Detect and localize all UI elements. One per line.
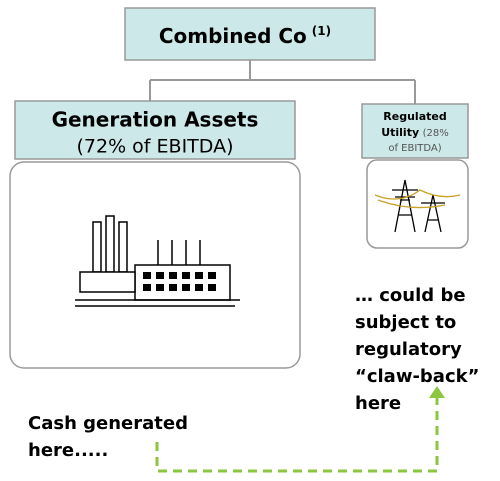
root-title: Combined Co (159, 24, 307, 48)
generation-header (14, 100, 296, 160)
annotation-line: here (355, 393, 401, 414)
arrow-head (429, 386, 445, 398)
annotation-line: Cash generated (28, 413, 188, 434)
generation-label: Generation Assets (52, 108, 259, 132)
factory-icon (75, 215, 240, 307)
annotation-line: regulatory (355, 339, 462, 360)
annotation-line: “claw-back” (355, 366, 479, 387)
annotation-line: here..... (28, 440, 108, 461)
left-annotation: Cash generated here..... (28, 413, 188, 461)
annotation-line: … could be (355, 285, 466, 306)
utility-label2: Utility (381, 126, 419, 139)
utility-sublabel: (28% (423, 128, 449, 139)
pylon-icon (374, 179, 461, 233)
root-note: (1) (312, 24, 331, 38)
utility-label-line: Utility (28% (381, 126, 449, 139)
generation-sublabel: (72% of EBITDA) (77, 136, 234, 158)
connectors (149, 60, 416, 104)
annotation-line: subject to (355, 312, 456, 333)
utility-sublabel2: of EBITDA) (388, 143, 441, 154)
utility-label: Regulated (383, 110, 446, 123)
right-annotation: … could be subject to regulatory “claw-back… (355, 285, 479, 414)
root-label: Combined Co (1) (159, 24, 331, 48)
flow-arrow (155, 396, 439, 473)
root-box (124, 7, 376, 61)
utility-image-box (366, 159, 469, 249)
utility-header (361, 103, 469, 159)
